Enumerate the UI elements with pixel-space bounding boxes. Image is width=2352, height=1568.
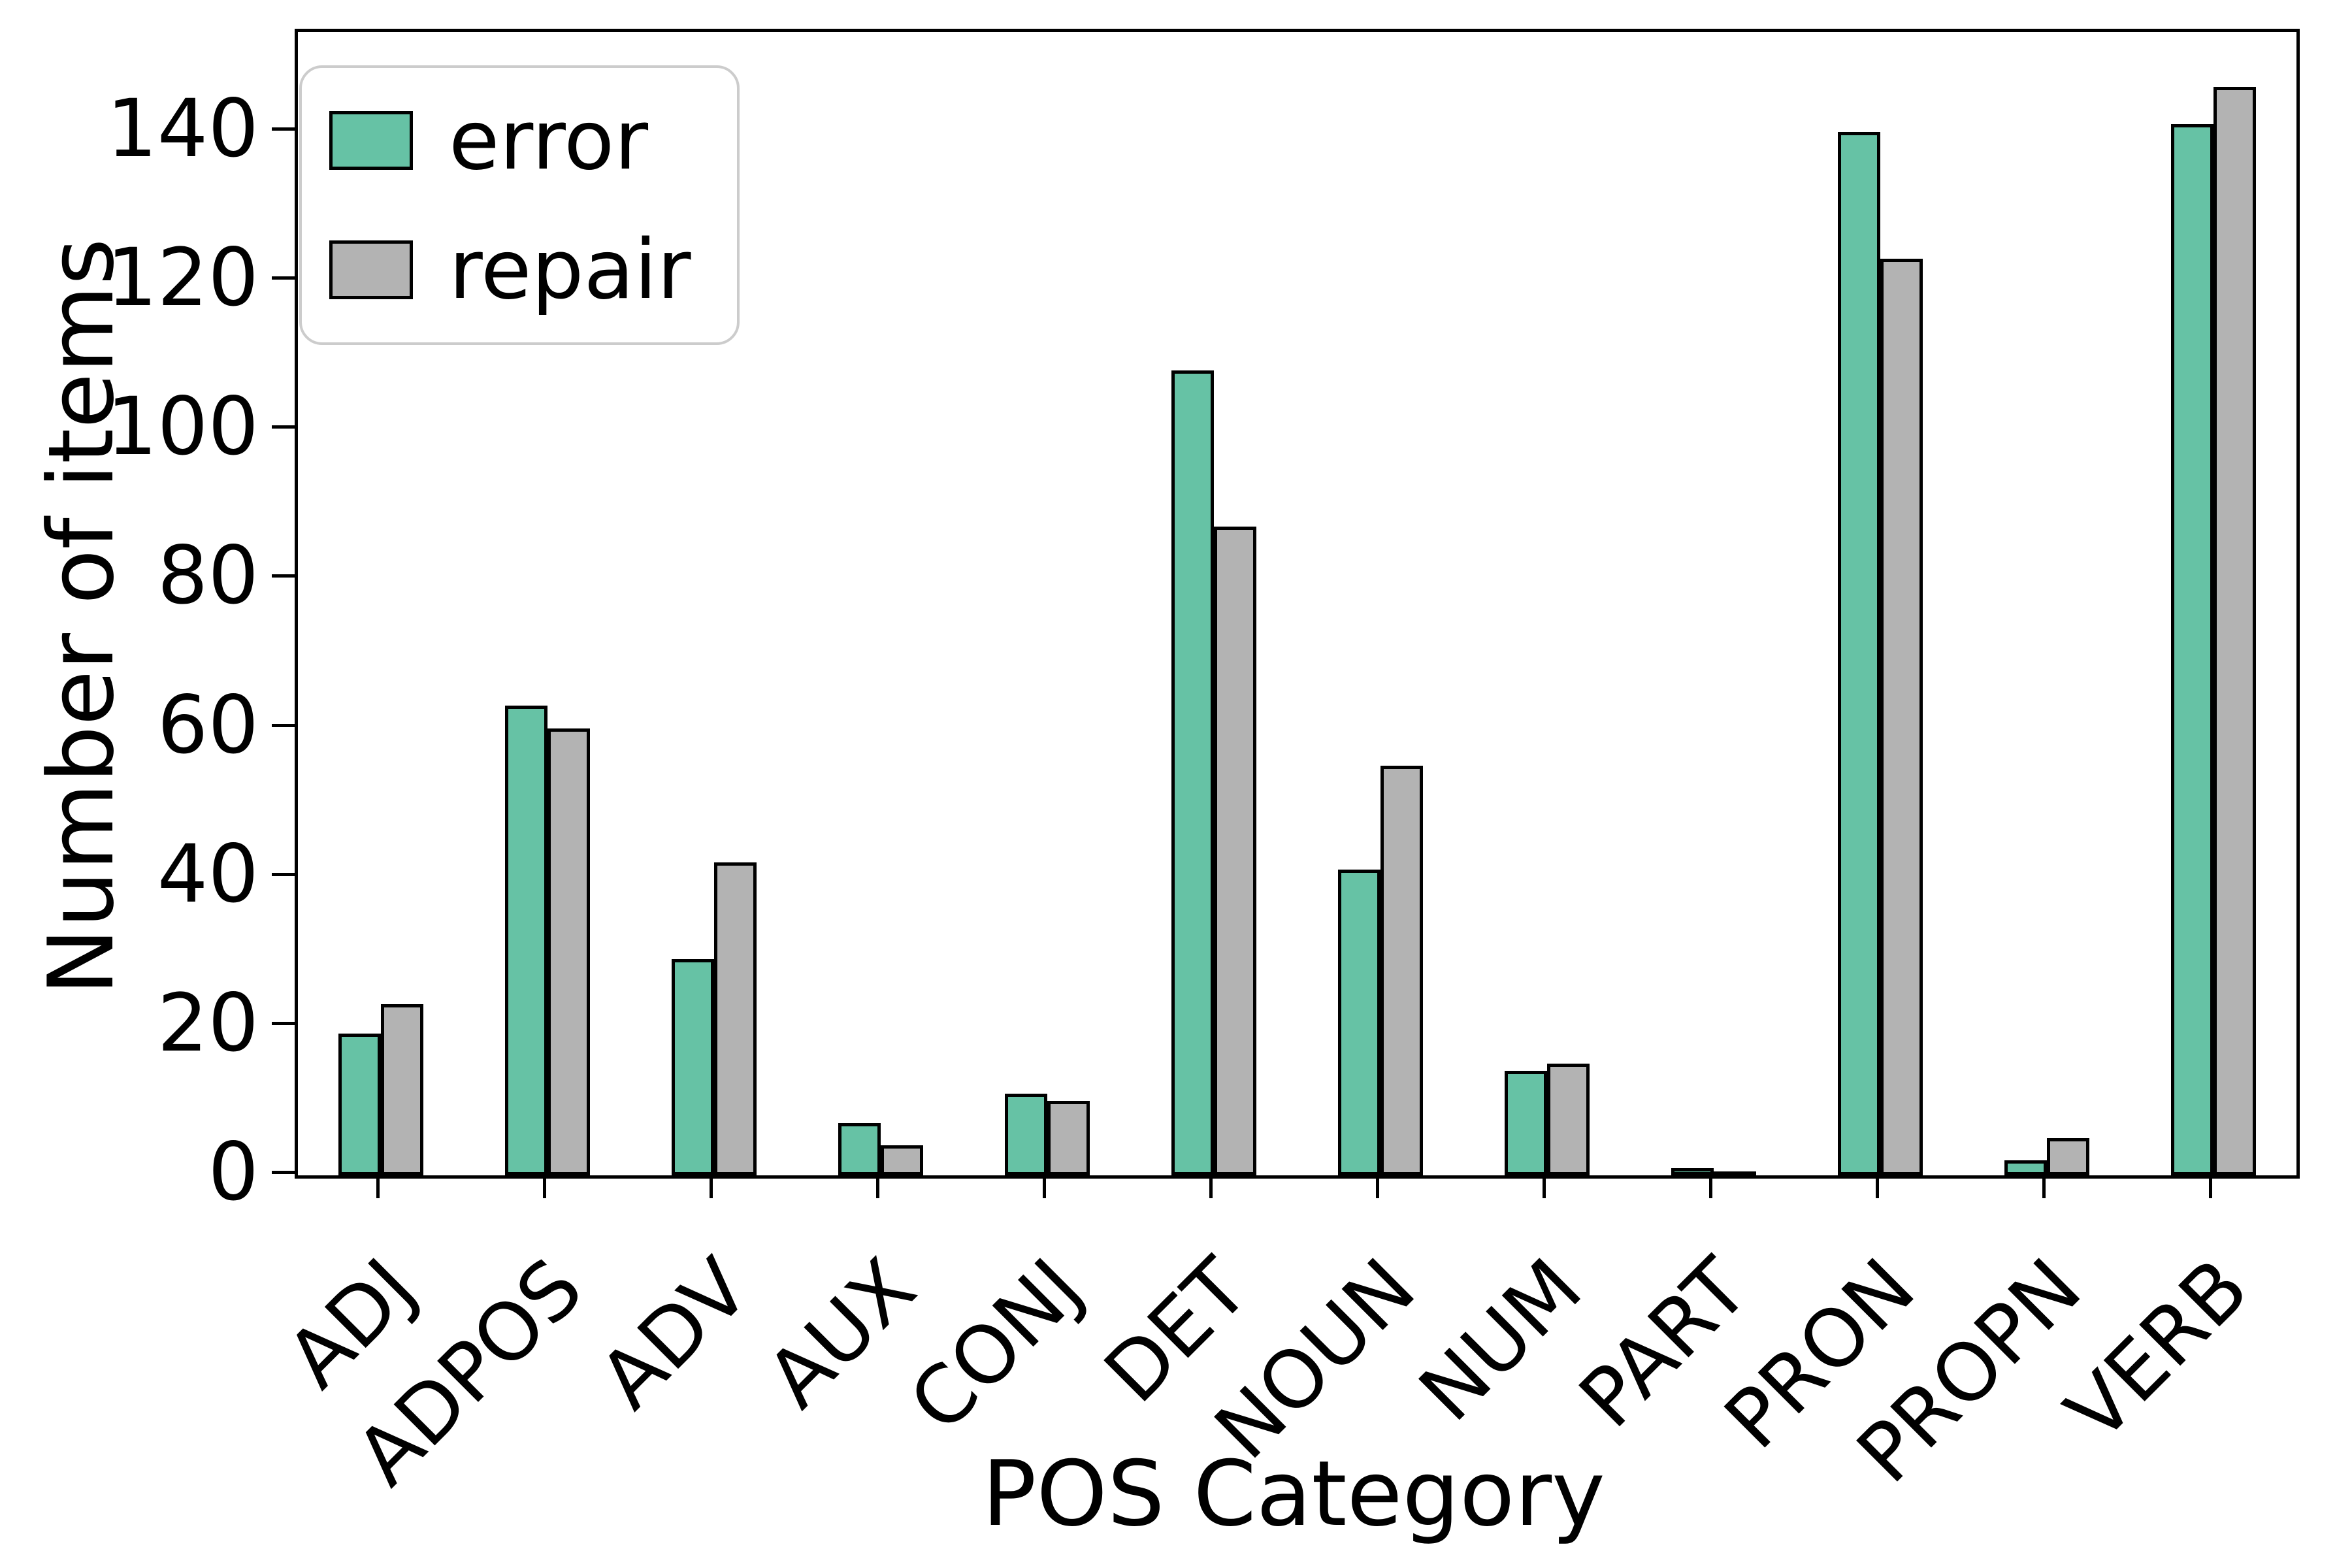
legend-label-error: error [449,92,649,188]
legend-label-repair: repair [449,221,691,318]
legend: error repair [299,65,740,345]
bar-error-adj [338,1034,381,1175]
bar-error-adpos [505,706,547,1175]
y-tick-label-80: 80 [157,529,259,622]
y-axis-title: Number of items [29,238,134,996]
bar-error-propn [2004,1160,2047,1175]
x-tick-label-num: NUM [1401,1241,1600,1439]
x-tick-label-conj: CONJ [891,1241,1100,1450]
y-tick-label-40: 40 [157,828,259,921]
x-tick-label-verb: VERB [2048,1241,2266,1459]
y-tick-label-140: 140 [106,82,259,175]
legend-swatch-error [329,111,413,170]
x-tick-mark-adpos [543,1175,546,1198]
y-tick-mark-20 [272,1022,295,1025]
y-tick-label-120: 120 [106,231,259,324]
bar-repair-verb [2213,87,2256,1175]
plot-area [295,29,2300,1179]
bar-error-part [1671,1168,1714,1175]
bar-repair-num [1547,1064,1590,1175]
bar-repair-adpos [547,728,590,1175]
bar-repair-pron [1880,259,1923,1175]
x-tick-mark-propn [2042,1175,2046,1198]
bar-repair-adv [714,862,757,1175]
x-tick-mark-aux [876,1175,879,1198]
bar-repair-adj [381,1004,423,1175]
bar-repair-det [1214,527,1256,1175]
bar-error-conj [1005,1094,1047,1175]
bar-error-det [1171,370,1214,1175]
y-tick-label-20: 20 [157,977,259,1070]
bar-error-adv [672,959,714,1175]
x-tick-mark-adj [376,1175,380,1198]
x-tick-mark-part [1709,1175,1712,1198]
y-tick-mark-80 [272,574,295,578]
x-axis-title: POS Category [982,1441,1605,1546]
bar-error-num [1505,1071,1547,1175]
x-tick-mark-num [1543,1175,1546,1198]
bar-repair-aux [881,1145,923,1175]
y-tick-mark-40 [272,873,295,876]
legend-swatch-repair [329,240,413,299]
y-tick-label-0: 0 [208,1126,259,1218]
x-tick-mark-conj [1043,1175,1046,1198]
y-tick-mark-60 [272,724,295,727]
x-tick-label-adv: ADV [581,1241,767,1427]
x-tick-mark-noun [1376,1175,1379,1198]
y-tick-mark-0 [272,1171,295,1174]
bar-repair-conj [1047,1101,1090,1175]
x-tick-mark-det [1209,1175,1213,1198]
y-tick-label-100: 100 [106,380,259,473]
bar-repair-part [1714,1171,1756,1175]
y-tick-mark-120 [272,276,295,280]
bar-error-verb [2171,124,2213,1175]
bar-error-aux [838,1123,881,1175]
bar-error-pron [1838,132,1880,1175]
bar-repair-noun [1380,766,1423,1175]
x-tick-mark-adv [710,1175,713,1198]
bar-repair-propn [2047,1138,2089,1175]
legend-item-repair: repair [329,229,691,311]
y-tick-mark-140 [272,127,295,131]
x-tick-mark-pron [1876,1175,1879,1198]
y-tick-label-60: 60 [157,679,259,772]
x-tick-mark-verb [2209,1175,2212,1198]
legend-item-error: error [329,99,691,182]
bar-error-noun [1338,870,1380,1175]
y-tick-mark-100 [272,425,295,429]
